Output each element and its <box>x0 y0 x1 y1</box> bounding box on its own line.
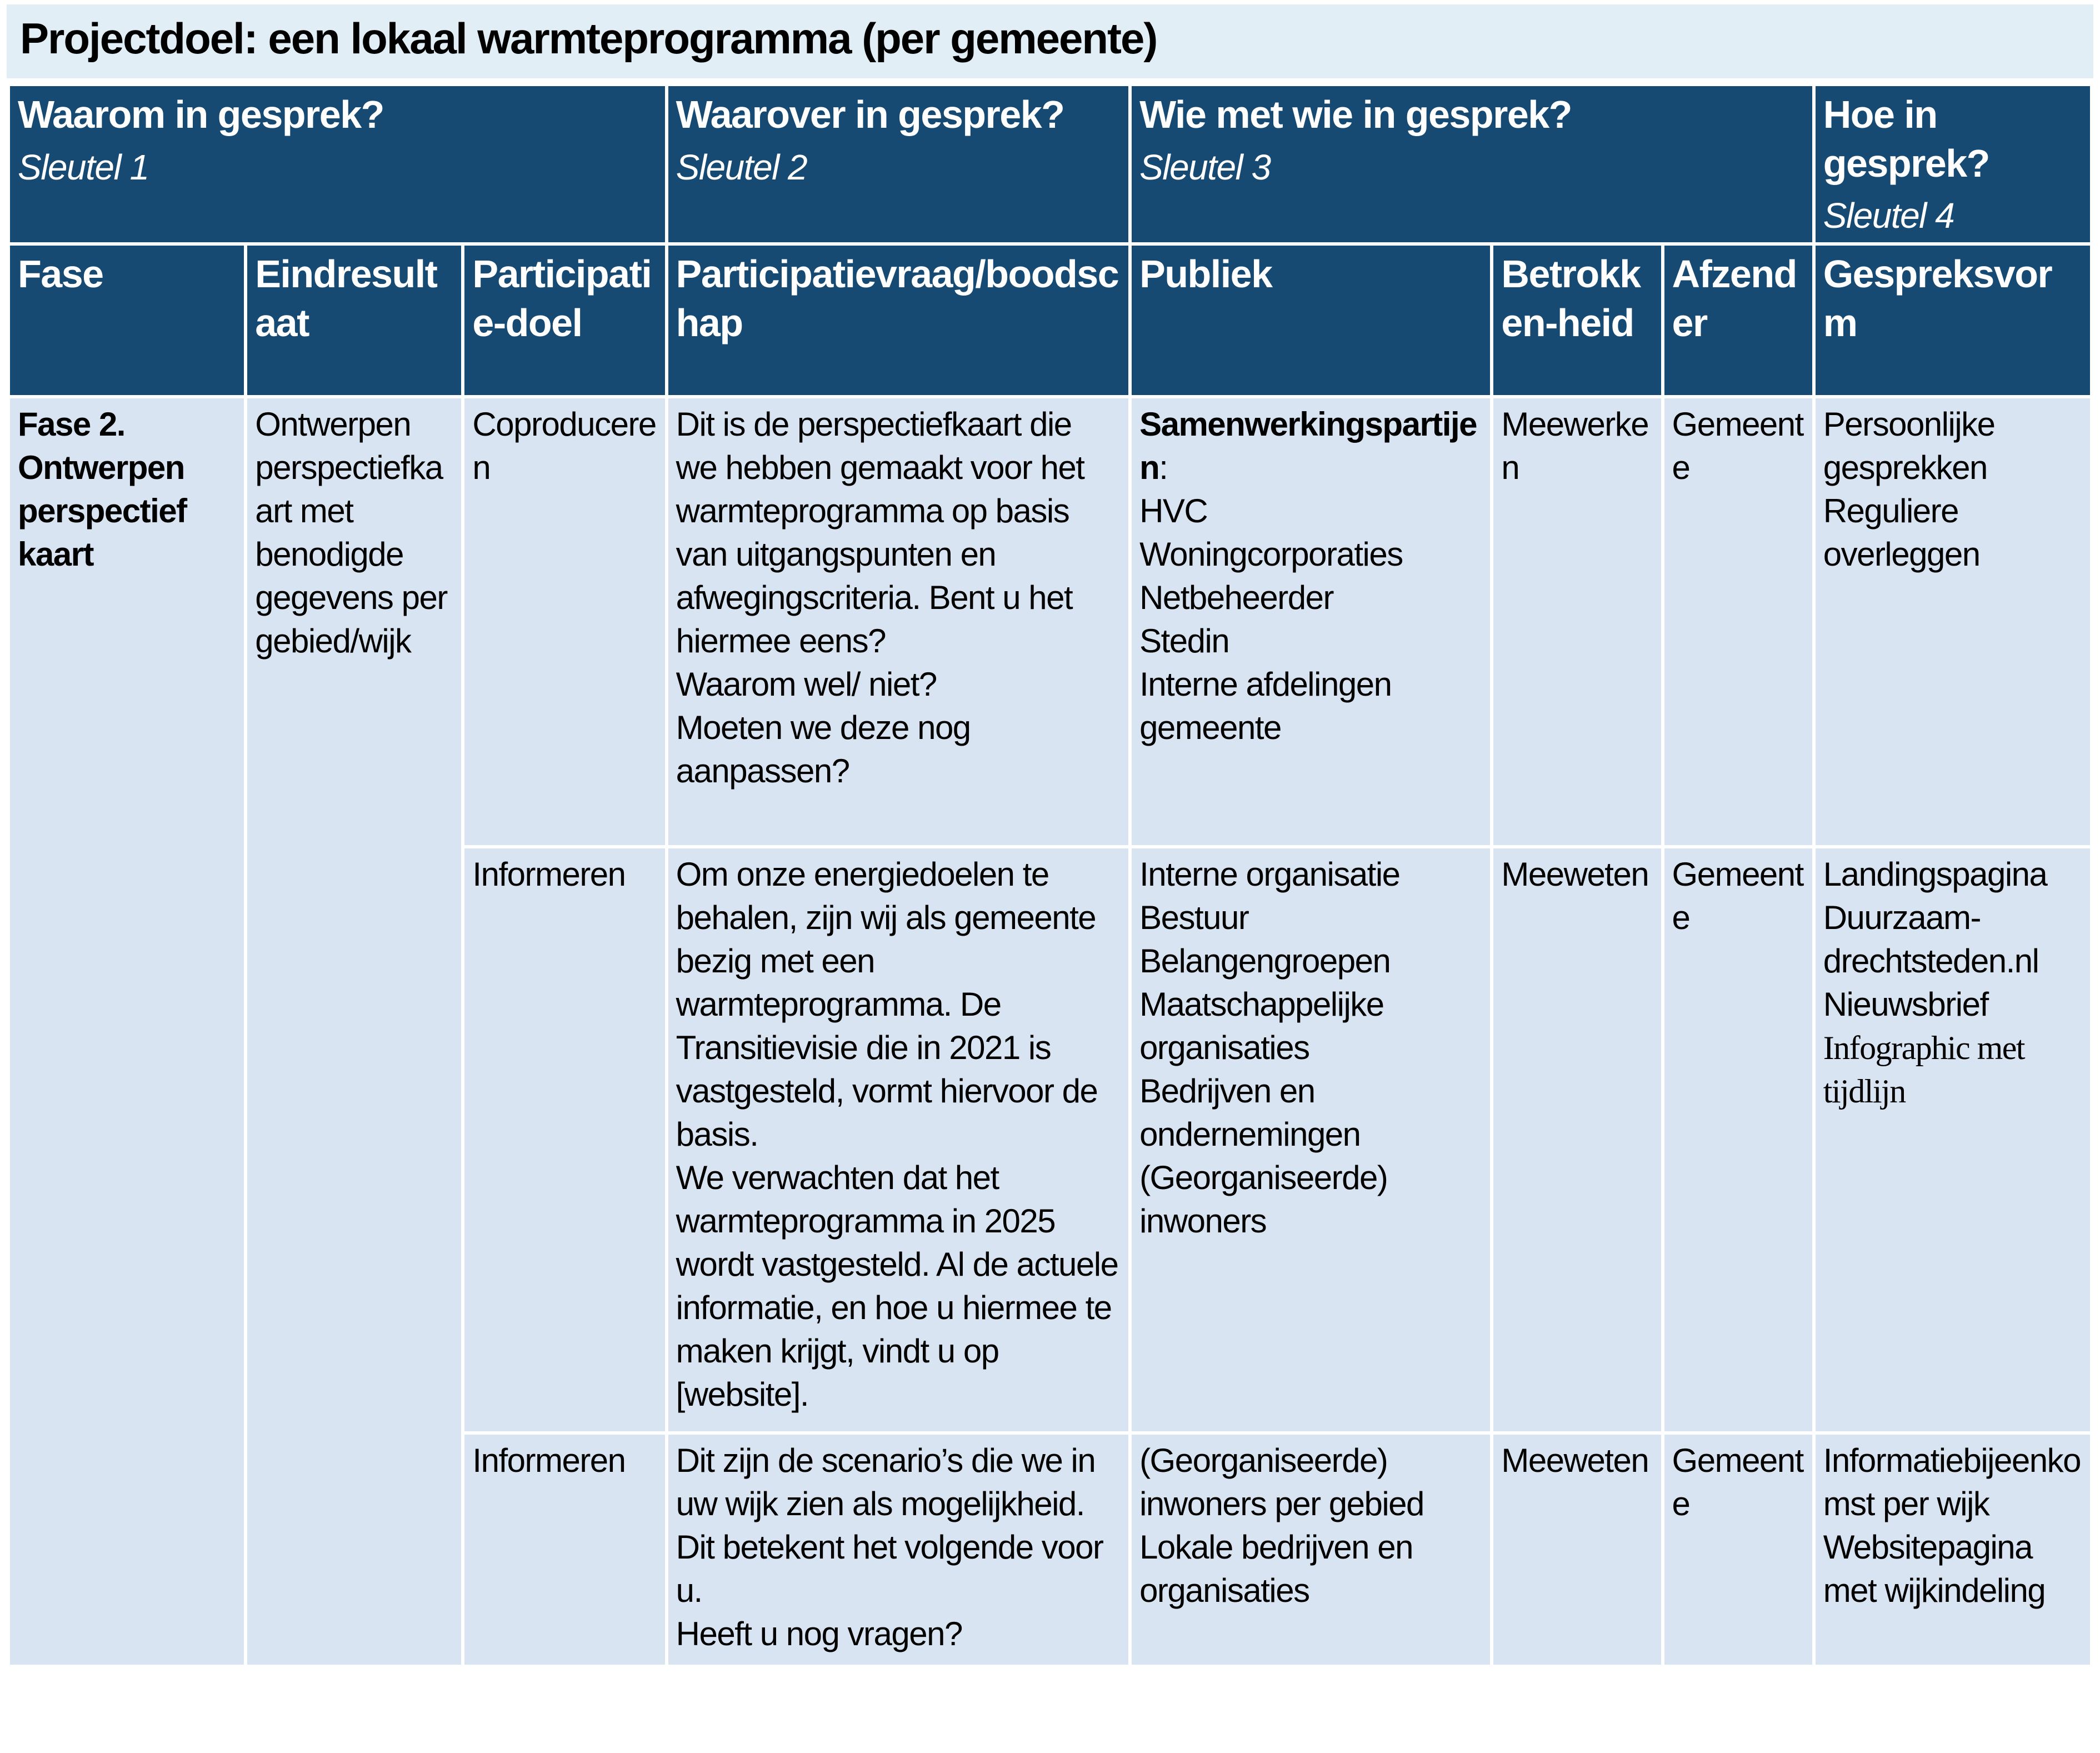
cell-gespreksvorm-row3: Informatiebijeenkomst per wijk Websitepa… <box>1812 1431 2094 1668</box>
cell-publiek-row1: Samenwerkingspartijen: HVC Woningcorpora… <box>1128 395 1494 848</box>
cell-afzender-row2: Gemeente <box>1661 845 1816 1435</box>
key-header-sleutel-1: Waarom in gesprek? Sleutel 1 <box>7 83 668 246</box>
cell-participatiedoel-row1: Coproduceren <box>461 395 668 848</box>
publiek-title-colon: : <box>1159 449 1168 486</box>
key-label-4: Sleutel 4 <box>1823 196 1955 236</box>
publiek-bold-title: Samenwerkingspartijen <box>1139 406 1477 486</box>
col-header-participatievraag: Participatievraag/boodschap <box>664 242 1132 398</box>
key-question-4: Hoe in gesprek? <box>1823 93 1991 185</box>
cell-publiek-row3: (Georganiseerde) inwoners per gebied Lok… <box>1128 1431 1494 1668</box>
cell-betrokkenheid-row3: Meeweten <box>1490 1431 1664 1668</box>
cell-participatiedoel-row2: Informeren <box>461 845 668 1435</box>
key-label-1: Sleutel 1 <box>18 147 149 187</box>
col-header-eindresultaat: Eindresultaat <box>244 242 465 398</box>
col-header-publiek: Publiek <box>1128 242 1494 398</box>
cell-betrokkenheid-row2: Meeweten <box>1490 845 1664 1435</box>
gespreksvorm-sans-row2: Landingspagina Duurzaam-drechtsteden.nl … <box>1823 856 2048 1023</box>
column-header-row: Fase Eindresultaat Participatie-doel Par… <box>6 242 2094 398</box>
key-header-sleutel-4: Hoe in gesprek? Sleutel 4 <box>1812 83 2094 246</box>
cell-fase: Fase 2. Ontwerpen perspectief kaart <box>6 395 248 1668</box>
table-row: Fase 2. Ontwerpen perspectief kaart Ontw… <box>6 395 2094 1668</box>
col-header-betrokkenheid: Betrokken-heid <box>1490 242 1664 398</box>
publiek-list-row1: HVC Woningcorporaties Netbeheerder Stedi… <box>1139 492 1403 746</box>
table-row: Informeren Dit zijn de scenario’s die we… <box>8 1431 2094 1668</box>
col-header-participatiedoel: Participatie-doel <box>461 242 668 398</box>
cell-participatievraag-row2: Om onze energiedoelen te behalen, zijn w… <box>664 845 1132 1435</box>
cell-afzender-row1: Gemeente <box>1661 395 1816 848</box>
cell-gespreksvorm-row1: Persoonlijke gesprekken Reguliere overle… <box>1812 395 2094 848</box>
key-question-1: Waarom in gesprek? <box>18 93 384 136</box>
key-header-row: Waarom in gesprek? Sleutel 1 Waarover in… <box>7 83 2094 246</box>
key-label-3: Sleutel 3 <box>1139 147 1271 187</box>
key-header-sleutel-2: Waarover in gesprek? Sleutel 2 <box>664 83 1132 246</box>
cell-eindresultaat: Ontwerpen perspectiefkaart met benodigde… <box>244 395 465 1668</box>
table-row: Informeren Om onze energiedoelen te beha… <box>8 845 2094 1435</box>
cell-participatievraag-row1: Dit is de perspectiefkaart die we hebben… <box>664 395 1132 848</box>
cell-afzender-row3: Gemeente <box>1661 1431 1816 1668</box>
key-header-sleutel-3: Wie met wie in gesprek? Sleutel 3 <box>1128 83 1816 246</box>
cell-participatievraag-row3: Dit zijn de scenario’s die we in uw wijk… <box>664 1431 1132 1668</box>
col-header-fase: Fase <box>6 242 248 398</box>
key-question-2: Waarover in gesprek? <box>676 93 1065 136</box>
col-header-gespreksvorm: Gespreksvorm <box>1812 242 2094 398</box>
key-question-3: Wie met wie in gesprek? <box>1139 93 1572 136</box>
key-label-2: Sleutel 2 <box>676 147 808 187</box>
col-header-afzender: Afzender <box>1661 242 1816 398</box>
cell-betrokkenheid-row1: Meewerken <box>1490 395 1664 848</box>
gespreksvorm-serif-row2: Infographic met tijdlijn <box>1823 1030 2026 1110</box>
cell-publiek-row2: Interne organisatie Bestuur Belangengroe… <box>1128 845 1494 1435</box>
cell-participatiedoel-row3: Informeren <box>461 1431 668 1668</box>
participation-table: Waarom in gesprek? Sleutel 1 Waarover in… <box>6 83 2094 1668</box>
cell-gespreksvorm-row2: Landingspagina Duurzaam-drechtsteden.nl … <box>1812 845 2094 1435</box>
page-title: Projectdoel: een lokaal warmteprogramma … <box>7 4 2093 78</box>
